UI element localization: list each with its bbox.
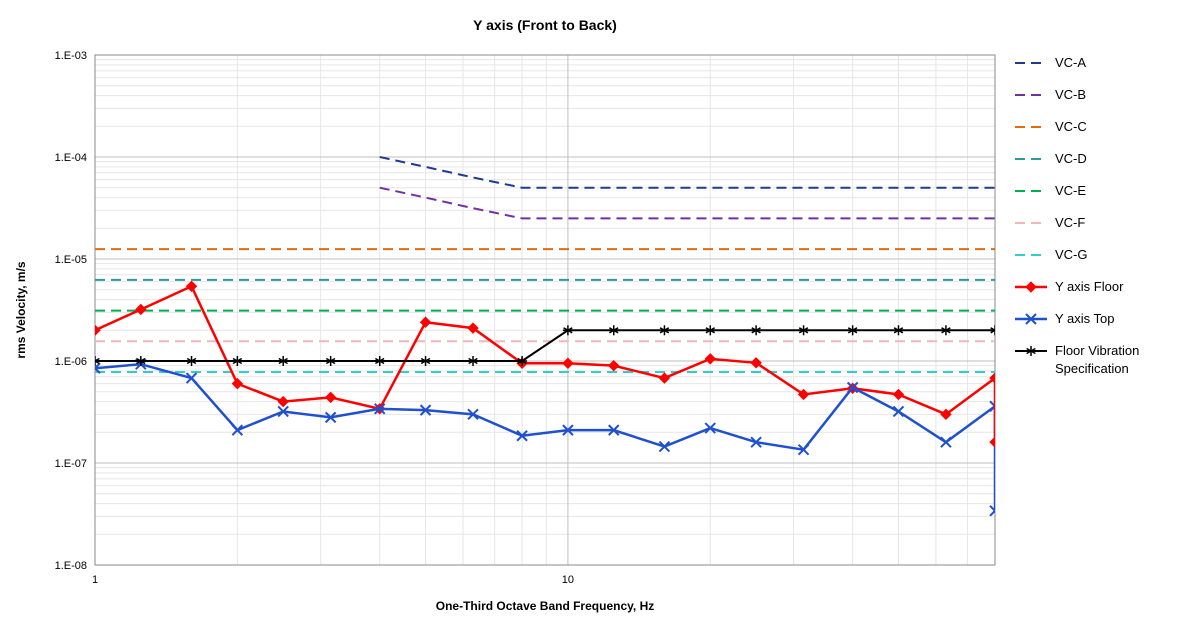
- legend-label: VC-F: [1055, 215, 1085, 230]
- ytick-label: 1.E-06: [55, 356, 87, 368]
- x-axis-label: One-Third Octave Band Frequency, Hz: [436, 599, 654, 613]
- ytick-label: 1.E-05: [55, 254, 87, 266]
- legend-label: Y axis Top: [1055, 311, 1115, 326]
- legend-label: Y axis Floor: [1055, 279, 1124, 294]
- ytick-label: 1.E-07: [55, 458, 87, 470]
- ytick-label: 1.E-08: [55, 560, 87, 572]
- marker-diamond: [1026, 282, 1036, 292]
- ytick-label: 1.E-04: [55, 152, 87, 164]
- xtick-label: 1: [92, 574, 98, 586]
- chart-title: Y axis (Front to Back): [473, 17, 617, 33]
- legend-label: VC-C: [1055, 119, 1087, 134]
- legend: VC-A VC-B VC-C VC-D VC-E VC-F VC-G Y axis Floor…: [1015, 55, 1139, 376]
- legend-label: VC-A: [1055, 55, 1086, 70]
- legend-label: VC-E: [1055, 183, 1086, 198]
- chart-svg: Y axis (Front to Back) 1 10 1.E-08 1.E-07 1.E…: [0, 0, 1200, 622]
- legend-label: Floor Vibration: [1055, 343, 1139, 358]
- legend-label: VC-D: [1055, 151, 1087, 166]
- ytick-label: 1.E-03: [55, 50, 87, 62]
- legend-label: Specification: [1055, 361, 1129, 376]
- xtick-label: 10: [562, 574, 574, 586]
- y-axis-label: rms Velocity, m/s: [14, 261, 28, 358]
- chart-container: Y axis (Front to Back) 1 10 1.E-08 1.E-07 1.E…: [0, 0, 1200, 622]
- legend-label: VC-B: [1055, 87, 1086, 102]
- legend-label: VC-G: [1055, 247, 1088, 262]
